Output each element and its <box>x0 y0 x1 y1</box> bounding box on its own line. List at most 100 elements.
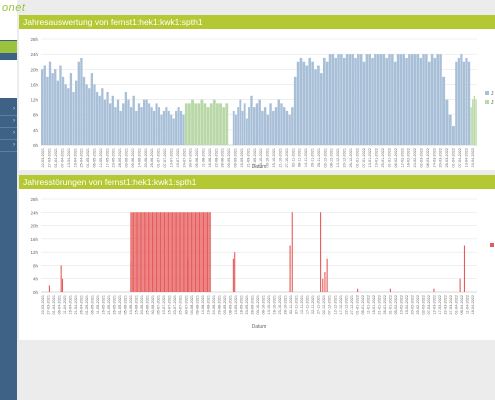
bar <box>95 92 99 145</box>
x-tick-label: 02-03-2022 <box>422 295 426 314</box>
x-tick-label: 08-10-2021 <box>262 295 266 314</box>
x-tick-label: 17-11-2021 <box>306 295 310 314</box>
x-tick-label: 21-09-2021 <box>246 148 250 167</box>
bar <box>419 57 422 145</box>
x-tick-label: 01-01-2022 <box>355 148 359 167</box>
x-tick-label: 26-12-2021 <box>349 148 353 167</box>
bar <box>255 103 259 145</box>
bar <box>180 212 182 292</box>
x-tick-label: 24-02-2022 <box>413 148 417 167</box>
bar <box>93 84 96 145</box>
x-tick-label: 16-05-2021 <box>101 295 105 314</box>
bar <box>168 212 170 292</box>
x-tick-label: 21-10-2021 <box>278 148 282 167</box>
x-tick-label: 28-09-2021 <box>250 295 254 314</box>
chart-panel-faults: Jahresstörungen von fernst1:hek1:kwk1:sp… <box>19 175 495 340</box>
bar <box>291 107 294 145</box>
x-tick-label: 02-12-2021 <box>322 295 326 314</box>
sidebar-active-item[interactable] <box>0 41 17 53</box>
sidebar-item-1[interactable]: › <box>0 106 17 116</box>
x-tick-label: 20-06-2021 <box>140 295 144 314</box>
x-tick-label: 13-07-2021 <box>169 148 173 167</box>
x-tick-label: 16-01-2022 <box>372 295 376 314</box>
x-tick-label: 14-03-2022 <box>432 148 436 167</box>
bar <box>470 107 472 145</box>
x-tick-label: 16-08-2021 <box>208 148 212 167</box>
x-tick-label: 11-04-2021 <box>63 295 67 314</box>
bar <box>258 99 261 145</box>
bar <box>184 103 188 145</box>
chevron-icon: › <box>13 142 15 148</box>
bar <box>106 92 109 145</box>
bar <box>219 103 222 145</box>
sidebar-item-4[interactable]: › <box>0 142 17 152</box>
bar <box>150 212 152 292</box>
x-tick-label: 27-03-2021 <box>48 148 52 167</box>
bar <box>170 114 173 145</box>
bar <box>179 110 183 145</box>
x-tick-label: 27-03-2022 <box>449 295 453 314</box>
bar <box>124 92 128 145</box>
x-tick-label: 08-11-2021 <box>298 148 302 167</box>
x-tick-label: 31-01-2022 <box>388 295 392 314</box>
x-tick-label: 27-11-2021 <box>317 295 321 314</box>
bar <box>289 245 291 292</box>
bar <box>157 212 159 292</box>
x-tick-label: 12-03-2022 <box>433 295 437 314</box>
y-tick-label: 12h <box>30 250 38 255</box>
bar <box>61 278 64 292</box>
sidebar-item-3[interactable]: › <box>0 130 17 140</box>
x-tick-label: 03-10-2021 <box>256 295 260 314</box>
bar <box>154 212 156 292</box>
bar <box>178 212 180 292</box>
x-tick-label: 28-08-2021 <box>221 148 225 167</box>
bar <box>139 212 141 292</box>
chart-panel-yearly: Jahresauswertung von fernst1:hek1:kwk1:s… <box>19 15 495 170</box>
bar <box>131 212 133 292</box>
bar <box>109 103 112 145</box>
bar <box>116 99 120 145</box>
y-tick-label: 0h <box>33 143 39 148</box>
bar <box>77 61 80 145</box>
bar <box>41 69 44 145</box>
bar <box>173 212 175 292</box>
bar <box>177 212 179 292</box>
bar <box>326 258 328 292</box>
bar <box>175 110 178 145</box>
sidebar-item-2[interactable]: › <box>0 118 17 128</box>
bar <box>208 212 210 292</box>
x-tick-label: 23-05-2021 <box>112 148 116 167</box>
x-tick-label: 20-12-2021 <box>343 148 347 167</box>
x-tick-label: 01-04-2022 <box>452 148 456 167</box>
x-tick-label: 26-04-2021 <box>79 295 83 314</box>
x-tick-label: 07-12-2021 <box>328 295 332 314</box>
bar <box>351 54 354 146</box>
bar <box>141 212 143 292</box>
bar <box>291 212 293 292</box>
bar <box>263 107 267 145</box>
x-tick-label: 10-02-2022 <box>399 295 403 314</box>
bar <box>448 114 452 145</box>
x-tick-label: 14-12-2021 <box>336 148 340 167</box>
bar <box>348 54 352 146</box>
bar <box>207 212 209 292</box>
bar <box>451 126 455 145</box>
x-tick-label: 08-09-2021 <box>228 295 232 314</box>
x-tick-label: 22-03-2022 <box>444 295 448 314</box>
bar <box>311 61 314 145</box>
x-tick-label: 05-08-2021 <box>195 148 199 167</box>
x-tick-label: 15-07-2021 <box>168 295 172 314</box>
bar <box>155 103 158 145</box>
x-tick-label: 27-10-2021 <box>285 148 289 167</box>
x-tick-label: 06-02-2022 <box>394 148 398 167</box>
bar <box>59 65 62 145</box>
bar <box>337 54 340 146</box>
bar <box>145 212 147 292</box>
legend-swatch <box>485 100 489 104</box>
x-tick-label: 11-08-2021 <box>202 148 206 167</box>
bar <box>172 118 175 145</box>
bar <box>245 118 248 145</box>
bar <box>266 114 270 145</box>
bar <box>177 107 180 145</box>
